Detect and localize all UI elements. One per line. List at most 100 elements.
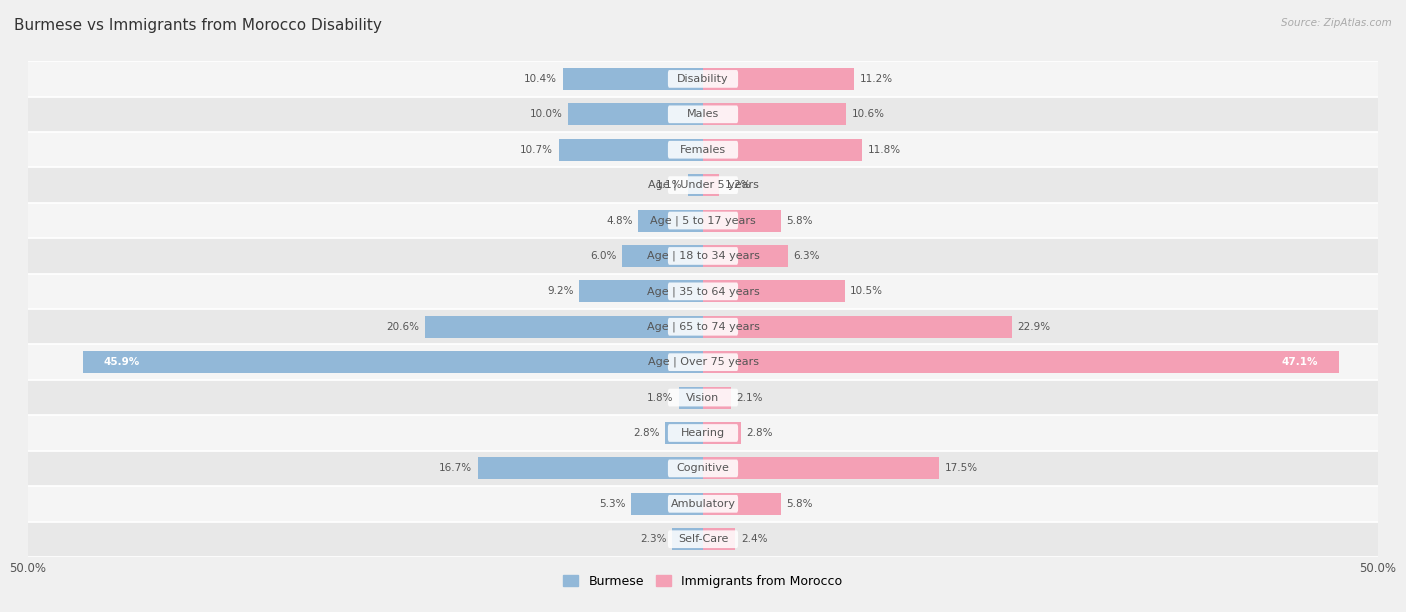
Text: 6.3%: 6.3% — [793, 251, 820, 261]
Text: Age | 18 to 34 years: Age | 18 to 34 years — [647, 251, 759, 261]
Text: 2.8%: 2.8% — [747, 428, 773, 438]
Bar — [688, 174, 703, 196]
Text: 17.5%: 17.5% — [945, 463, 977, 474]
Bar — [28, 416, 1378, 450]
Bar — [562, 68, 703, 90]
Text: Vision: Vision — [686, 392, 720, 403]
Text: 1.8%: 1.8% — [647, 392, 673, 403]
Bar — [28, 486, 1378, 521]
Bar — [703, 316, 1012, 338]
Bar — [703, 103, 846, 125]
FancyBboxPatch shape — [668, 105, 738, 123]
Text: 10.7%: 10.7% — [520, 144, 553, 155]
Bar — [703, 139, 862, 161]
Text: Females: Females — [681, 144, 725, 155]
Bar — [558, 139, 703, 161]
Bar — [28, 203, 1378, 238]
Text: Age | Over 75 years: Age | Over 75 years — [648, 357, 758, 367]
Text: Cognitive: Cognitive — [676, 463, 730, 474]
Text: 2.4%: 2.4% — [741, 534, 768, 544]
Text: 2.3%: 2.3% — [640, 534, 666, 544]
Text: 6.0%: 6.0% — [591, 251, 617, 261]
FancyBboxPatch shape — [668, 495, 738, 513]
Bar — [703, 457, 939, 479]
Text: 4.8%: 4.8% — [606, 215, 633, 226]
Text: Burmese vs Immigrants from Morocco Disability: Burmese vs Immigrants from Morocco Disab… — [14, 18, 382, 34]
Bar — [703, 209, 782, 231]
Bar — [28, 238, 1378, 274]
Text: 10.6%: 10.6% — [852, 110, 884, 119]
Text: 9.2%: 9.2% — [547, 286, 574, 296]
Text: 5.8%: 5.8% — [787, 499, 813, 509]
Legend: Burmese, Immigrants from Morocco: Burmese, Immigrants from Morocco — [558, 570, 848, 593]
Bar — [703, 387, 731, 409]
FancyBboxPatch shape — [668, 283, 738, 300]
Bar — [579, 280, 703, 302]
FancyBboxPatch shape — [668, 353, 738, 371]
Text: 10.5%: 10.5% — [851, 286, 883, 296]
Text: 5.8%: 5.8% — [787, 215, 813, 226]
Bar — [703, 68, 855, 90]
Text: Hearing: Hearing — [681, 428, 725, 438]
FancyBboxPatch shape — [668, 212, 738, 230]
Bar — [568, 103, 703, 125]
Bar — [703, 280, 845, 302]
FancyBboxPatch shape — [668, 318, 738, 335]
Text: 2.1%: 2.1% — [737, 392, 763, 403]
FancyBboxPatch shape — [668, 531, 738, 548]
Bar — [425, 316, 703, 338]
Text: Age | Under 5 years: Age | Under 5 years — [648, 180, 758, 190]
Bar — [672, 528, 703, 550]
Text: Self-Care: Self-Care — [678, 534, 728, 544]
FancyBboxPatch shape — [668, 176, 738, 194]
Bar — [703, 351, 1339, 373]
Bar — [638, 209, 703, 231]
FancyBboxPatch shape — [668, 141, 738, 159]
Bar — [83, 351, 703, 373]
Bar — [28, 345, 1378, 380]
Text: Age | 5 to 17 years: Age | 5 to 17 years — [650, 215, 756, 226]
Text: 47.1%: 47.1% — [1282, 357, 1319, 367]
Text: 10.4%: 10.4% — [524, 74, 557, 84]
Text: 1.2%: 1.2% — [724, 180, 751, 190]
FancyBboxPatch shape — [668, 247, 738, 265]
Bar — [665, 422, 703, 444]
Text: Source: ZipAtlas.com: Source: ZipAtlas.com — [1281, 18, 1392, 28]
Bar — [28, 309, 1378, 345]
FancyBboxPatch shape — [668, 70, 738, 88]
Bar — [28, 61, 1378, 97]
Bar — [28, 380, 1378, 416]
FancyBboxPatch shape — [668, 389, 738, 406]
Text: Age | 65 to 74 years: Age | 65 to 74 years — [647, 321, 759, 332]
Text: Ambulatory: Ambulatory — [671, 499, 735, 509]
FancyBboxPatch shape — [668, 424, 738, 442]
Text: 10.0%: 10.0% — [530, 110, 562, 119]
Bar — [28, 132, 1378, 168]
Text: 20.6%: 20.6% — [387, 322, 419, 332]
Text: Males: Males — [688, 110, 718, 119]
Text: 11.2%: 11.2% — [859, 74, 893, 84]
Text: 16.7%: 16.7% — [439, 463, 472, 474]
Bar — [621, 245, 703, 267]
Bar — [703, 245, 787, 267]
Bar — [28, 168, 1378, 203]
Text: 2.8%: 2.8% — [633, 428, 659, 438]
Text: Age | 35 to 64 years: Age | 35 to 64 years — [647, 286, 759, 297]
Bar — [703, 174, 720, 196]
Bar — [703, 493, 782, 515]
Text: 1.1%: 1.1% — [657, 180, 683, 190]
Bar — [28, 274, 1378, 309]
Text: 22.9%: 22.9% — [1018, 322, 1050, 332]
Bar — [703, 422, 741, 444]
Bar — [679, 387, 703, 409]
Text: 45.9%: 45.9% — [104, 357, 141, 367]
Text: 11.8%: 11.8% — [868, 144, 901, 155]
Bar — [28, 521, 1378, 557]
Bar — [28, 450, 1378, 486]
Text: Disability: Disability — [678, 74, 728, 84]
FancyBboxPatch shape — [668, 460, 738, 477]
Text: 5.3%: 5.3% — [599, 499, 626, 509]
Bar — [703, 528, 735, 550]
Bar — [28, 97, 1378, 132]
Bar — [478, 457, 703, 479]
